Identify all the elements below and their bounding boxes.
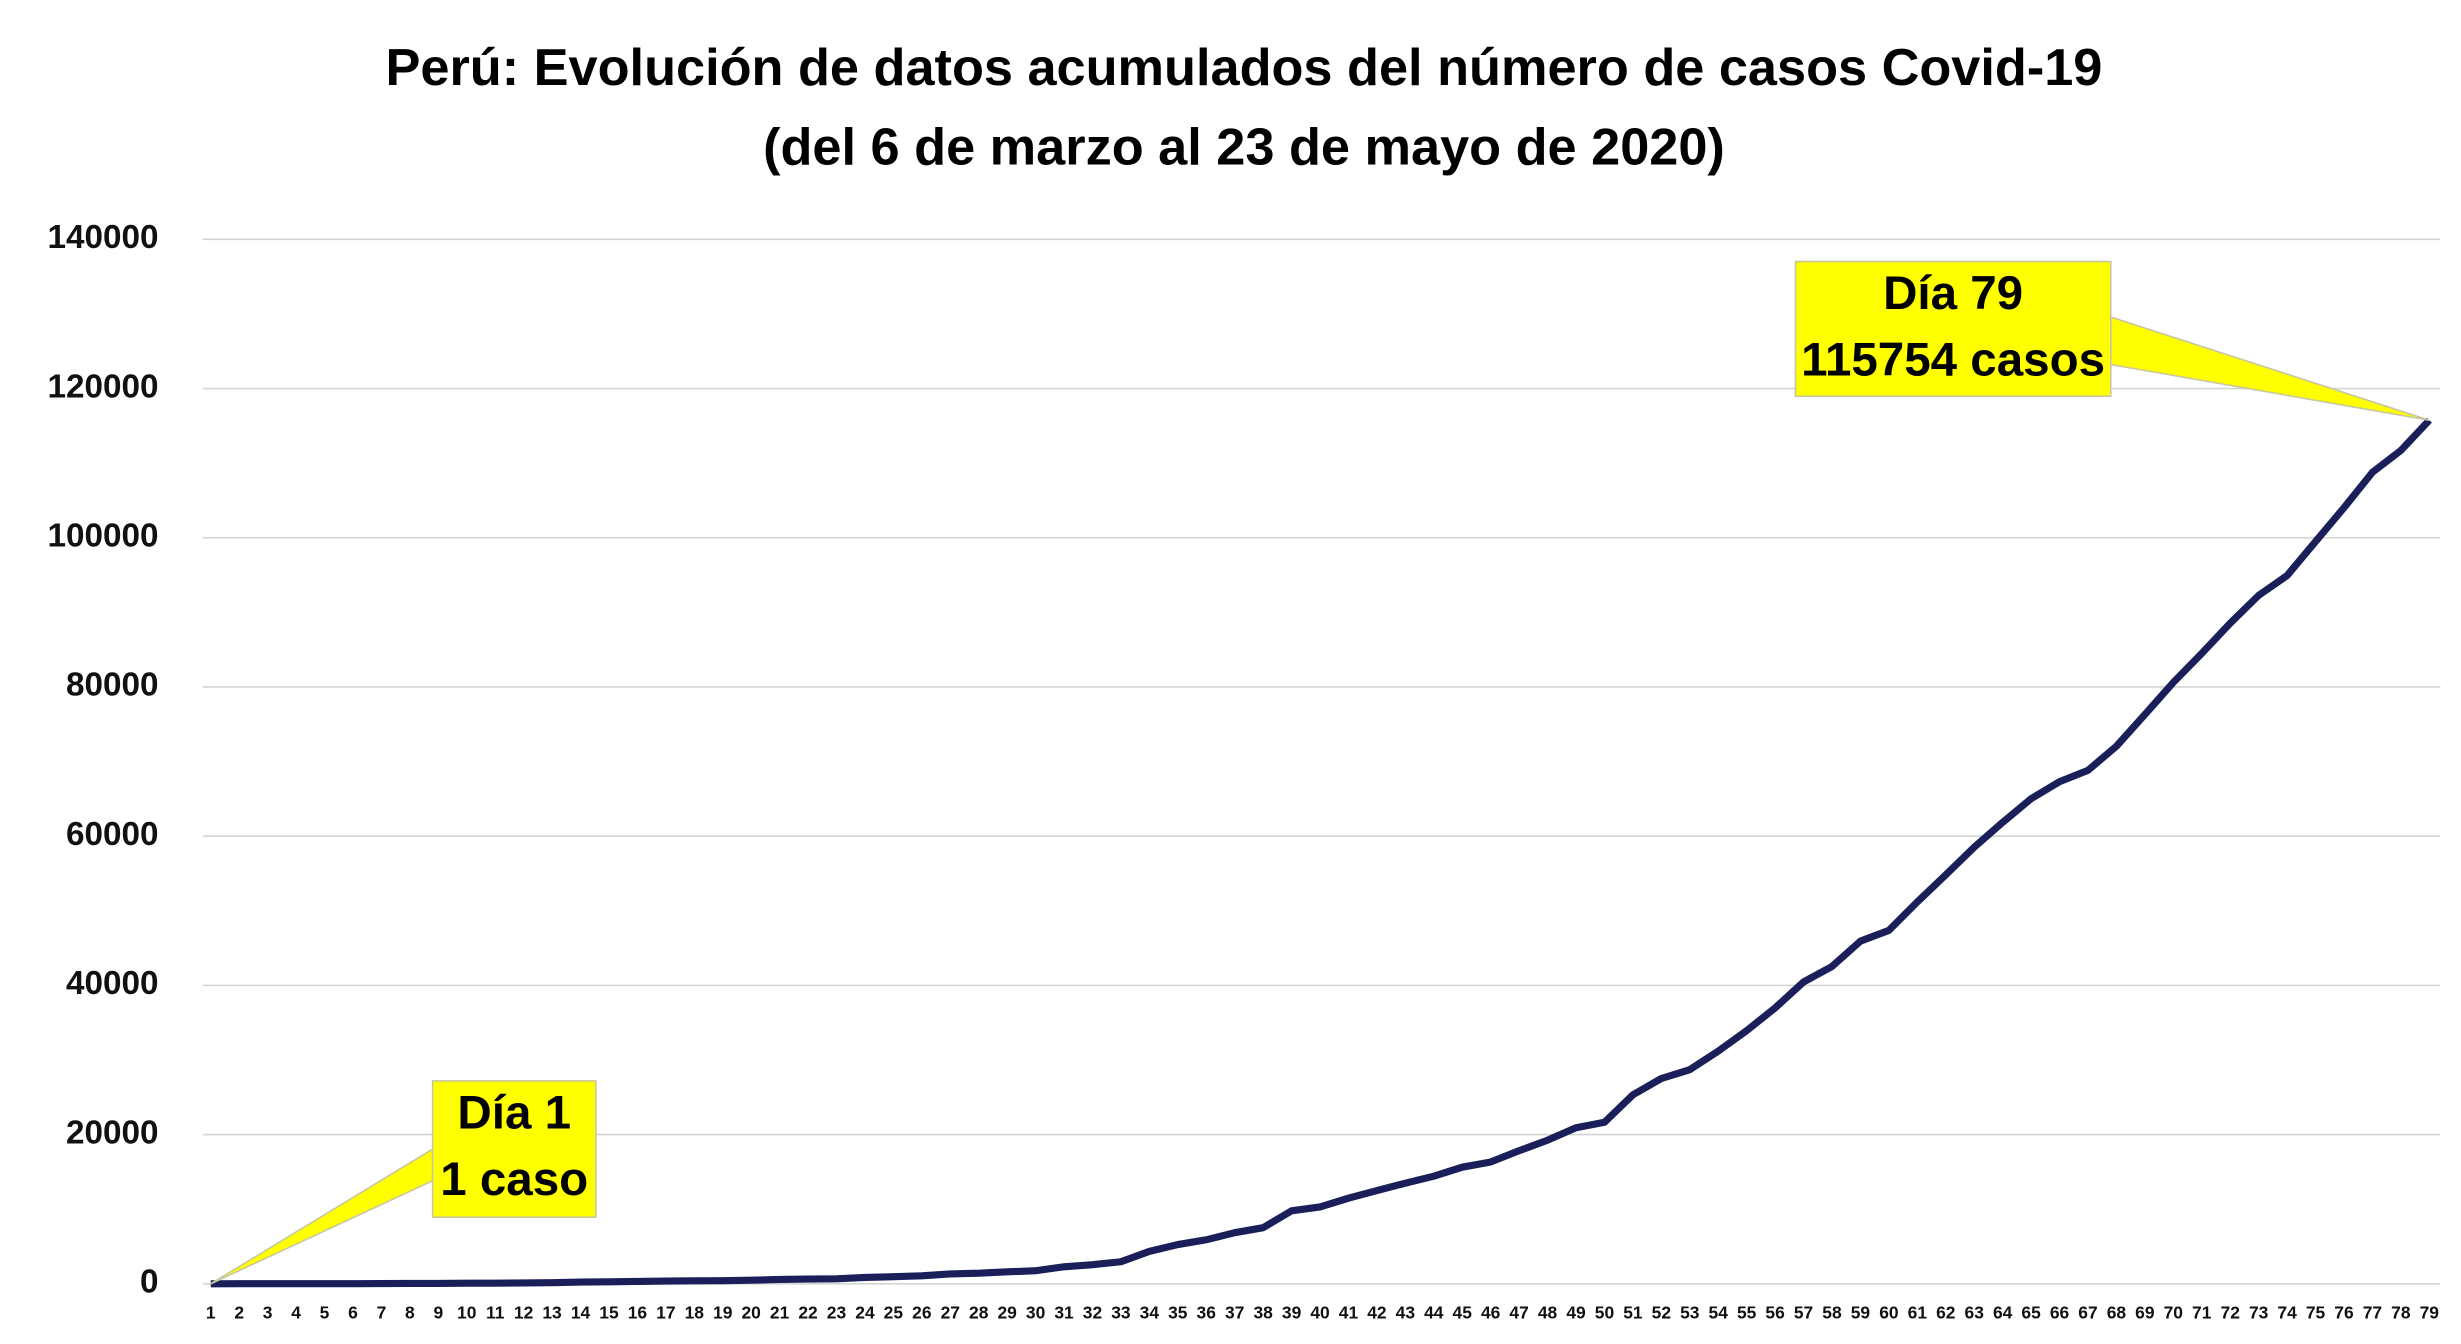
x-tick-label: 74 [2277,1302,2297,1322]
x-tick-label: 35 [1168,1302,1188,1322]
data-line [210,417,2432,1288]
x-tick-label: 12 [514,1302,533,1322]
x-tick-label: 9 [433,1302,443,1322]
x-tick-label: 45 [1453,1302,1473,1322]
x-tick-label: 73 [2249,1302,2269,1322]
x-tick-label: 25 [884,1302,904,1322]
x-tick-label: 15 [599,1302,619,1322]
y-tick-label: 20000 [66,1114,159,1151]
y-tick-label: 40000 [66,965,159,1002]
x-tick-label: 19 [713,1302,733,1322]
x-tick-label: 57 [1794,1302,1813,1322]
callout-pointer [210,1147,434,1285]
x-tick-label: 78 [2391,1302,2411,1322]
x-tick-label: 60 [1879,1302,1898,1322]
y-tick-label: 0 [140,1264,159,1301]
x-tick-label: 71 [2192,1302,2212,1322]
x-tick-label: 24 [855,1302,875,1322]
x-tick-label: 79 [2420,1302,2440,1322]
x-tick-label: 59 [1851,1302,1871,1322]
x-tick-label: 49 [1566,1302,1586,1322]
x-tick-label: 63 [1965,1302,1985,1322]
x-tick-label: 43 [1396,1302,1416,1322]
y-tick-label: 60000 [66,816,159,853]
x-tick-label: 4 [291,1302,301,1322]
x-tick-label: 2 [234,1302,244,1322]
x-tick-label: 21 [770,1302,790,1322]
x-tick-label: 27 [941,1302,960,1322]
y-tick-label: 120000 [47,368,158,405]
x-tick-label: 64 [1993,1302,2013,1322]
x-tick-label: 56 [1765,1302,1785,1322]
x-tick-label: 58 [1822,1302,1842,1322]
callout-text: Día 1 [457,1086,571,1139]
x-tick-label: 10 [457,1302,476,1322]
x-tick-label: 31 [1054,1302,1074,1322]
x-tick-label: 47 [1509,1302,1528,1322]
x-tick-label: 76 [2334,1302,2354,1322]
x-tick-label: 42 [1367,1302,1386,1322]
x-tick-label: 20 [741,1302,760,1322]
x-tick-label: 18 [685,1302,705,1322]
x-tick-label: 72 [2221,1302,2240,1322]
x-tick-label: 14 [571,1302,591,1322]
x-tick-label: 8 [405,1302,415,1322]
x-tick-label: 37 [1225,1302,1244,1322]
callout-text: Día 79 [1883,267,2023,320]
x-tick-label: 1 [206,1302,216,1322]
x-tick-label: 40 [1310,1302,1329,1322]
x-tick-label: 46 [1481,1302,1501,1322]
x-tick-label: 38 [1253,1302,1273,1322]
x-tick-label: 28 [969,1302,989,1322]
x-tick-label: 55 [1737,1302,1757,1322]
x-tick-label: 11 [486,1302,505,1322]
y-tick-label: 140000 [47,219,158,256]
x-tick-label: 44 [1424,1302,1444,1322]
chart-subtitle: (del 6 de marzo al 23 de mayo de 2020) [763,118,1725,176]
x-tick-label: 22 [798,1302,817,1322]
chart-title: Perú: Evolución de datos acumulados del … [386,39,2103,97]
x-tick-label: 77 [2363,1302,2382,1322]
x-tick-label: 54 [1709,1302,1729,1322]
x-tick-label: 17 [656,1302,675,1322]
x-tick-label: 75 [2306,1302,2326,1322]
x-tick-label: 50 [1595,1302,1614,1322]
x-tick-label: 68 [2107,1302,2127,1322]
x-tick-label: 3 [263,1302,273,1322]
x-tick-label: 69 [2135,1302,2155,1322]
callout-text: 1 caso [440,1153,588,1206]
x-tick-label: 33 [1111,1302,1131,1322]
callout-box [1794,260,2112,398]
x-tick-label: 65 [2021,1302,2041,1322]
x-tick-label: 26 [912,1302,932,1322]
x-tick-label: 32 [1083,1302,1102,1322]
x-tick-label: 41 [1339,1302,1359,1322]
x-tick-label: 6 [348,1302,358,1322]
x-tick-label: 7 [377,1302,387,1322]
x-tick-label: 52 [1652,1302,1671,1322]
x-tick-label: 61 [1908,1302,1928,1322]
x-tick-label: 16 [628,1302,648,1322]
x-tick-label: 51 [1623,1302,1643,1322]
x-tick-label: 36 [1197,1302,1217,1322]
x-tick-label: 30 [1026,1302,1045,1322]
x-tick-label: 29 [997,1302,1017,1322]
x-tick-label: 23 [827,1302,847,1322]
x-tick-label: 34 [1140,1302,1160,1322]
x-tick-label: 70 [2164,1302,2183,1322]
x-tick-label: 39 [1282,1302,1302,1322]
callout-text: 115754 casos [1801,334,2105,387]
y-tick-label: 100000 [47,518,158,555]
x-tick-label: 48 [1538,1302,1558,1322]
callout-box [431,1080,597,1219]
x-tick-label: 67 [2078,1302,2097,1322]
x-tick-label: 53 [1680,1302,1700,1322]
y-tick-label: 80000 [66,667,159,704]
x-tick-label: 62 [1936,1302,1955,1322]
x-tick-label: 13 [542,1302,562,1322]
x-tick-label: 5 [320,1302,330,1322]
callout-pointer [2109,315,2430,421]
x-tick-label: 66 [2050,1302,2070,1322]
